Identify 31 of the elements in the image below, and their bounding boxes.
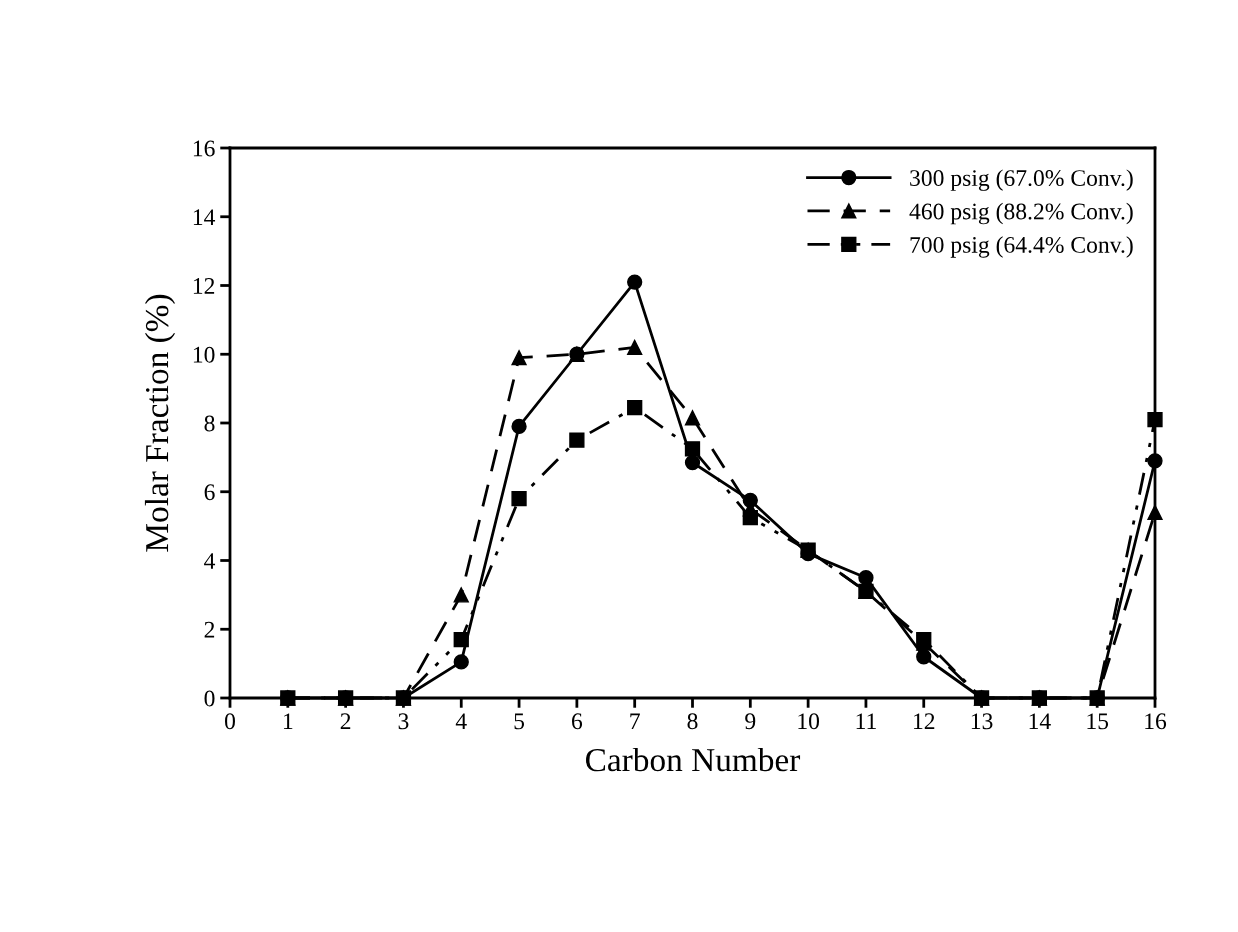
x-tick-label: 3 bbox=[398, 713, 409, 730]
legend-label: 460 psig (88.2% Conv.) bbox=[909, 202, 1133, 225]
x-tick-label: 1 bbox=[283, 713, 293, 729]
y-tick-label: 0 bbox=[204, 690, 215, 707]
x-tick-label: 10 bbox=[798, 713, 820, 730]
legend-label: 300 psig (67.0% Conv.) bbox=[910, 169, 1133, 191]
x-tick-label: 15 bbox=[1087, 713, 1109, 730]
x-tick-label: 14 bbox=[1029, 713, 1051, 729]
x-tick-label: 12 bbox=[914, 713, 935, 729]
x-tick-label: 0 bbox=[225, 713, 235, 730]
x-tick-label: 4 bbox=[455, 713, 467, 729]
x-tick-label: 2 bbox=[340, 713, 351, 729]
y-tick-label: 10 bbox=[193, 346, 215, 363]
legend-label: 700 psig (64.4% Conv.) bbox=[910, 236, 1133, 258]
y-tick-label: 2 bbox=[204, 621, 215, 638]
x-tick-label: 5 bbox=[514, 713, 525, 730]
x-tick-label: 7 bbox=[630, 713, 640, 729]
y-tick-label: 12 bbox=[193, 278, 215, 294]
x-tick-label: 16 bbox=[1145, 713, 1167, 730]
x-tick-label: 9 bbox=[745, 713, 756, 730]
y-axis-title: Molar Fraction (%) bbox=[144, 294, 176, 552]
y-tick-label: 6 bbox=[204, 484, 215, 501]
y-tick-label: 4 bbox=[204, 553, 216, 569]
x-tick-label: 11 bbox=[856, 713, 876, 729]
y-tick-label: 16 bbox=[193, 140, 215, 157]
x-tick-label: 13 bbox=[971, 713, 993, 730]
y-tick-label: 8 bbox=[204, 415, 215, 432]
y-tick-label: 14 bbox=[193, 209, 216, 225]
x-tick-label: 6 bbox=[571, 713, 583, 730]
x-tick-label: 8 bbox=[687, 713, 698, 730]
x-axis-title: Carbon Number bbox=[586, 747, 801, 772]
